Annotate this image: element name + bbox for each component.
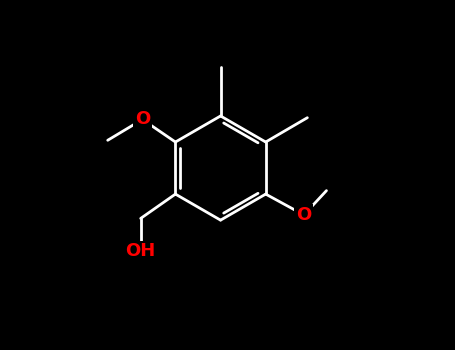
Text: O: O — [296, 206, 312, 224]
Text: O: O — [135, 111, 150, 128]
Text: OH: OH — [126, 243, 156, 260]
